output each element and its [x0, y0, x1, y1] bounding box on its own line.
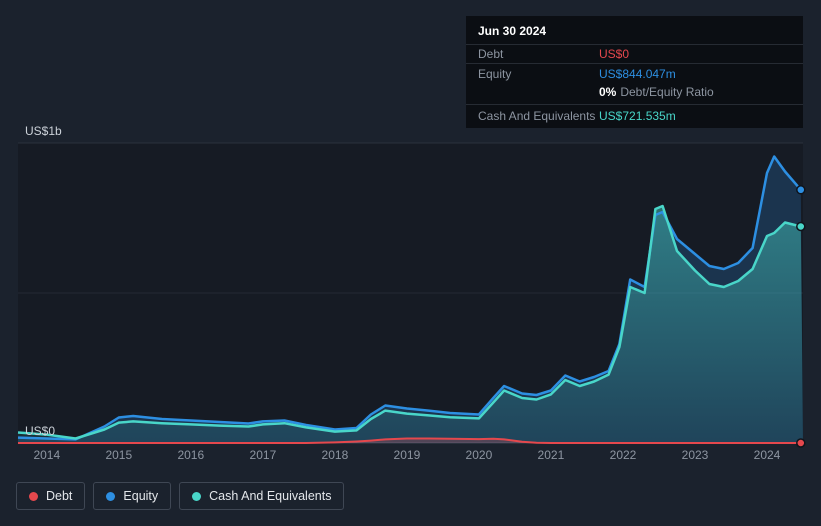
x-tick-label: 2015: [105, 448, 132, 462]
x-tick-label: 2018: [322, 448, 349, 462]
equity-end-dot: [796, 185, 806, 195]
tooltip-ratio-percent: 0%: [599, 85, 617, 99]
x-tick-label: 2022: [610, 448, 637, 462]
debt-area: [18, 438, 803, 443]
equity-line: [17, 155, 802, 441]
cash-and-equivalents-end-dot: [796, 221, 806, 232]
debt-line: [18, 437, 801, 444]
tooltip-equity-label: Equity: [478, 67, 512, 81]
tooltip-equity-row: Equity US$844.047m: [466, 65, 803, 83]
tooltip-debt-row: Debt US$0: [466, 45, 803, 64]
tooltip-debt-label: Debt: [478, 47, 504, 61]
tooltip-date: Jun 30 2024: [466, 16, 803, 45]
tooltip-cash-value: US$721.535m: [599, 109, 676, 123]
tooltip-equity-block: Equity US$844.047m 0% Debt/Equity Ratio: [466, 64, 803, 105]
legend-item-debt[interactable]: Debt: [16, 482, 86, 510]
tooltip-ratio-value: 0% Debt/Equity Ratio: [599, 85, 714, 99]
x-tick-label: 2023: [682, 448, 709, 462]
chart-legend: Debt Equity Cash And Equivalents: [16, 482, 345, 510]
legend-item-equity-label: Equity: [123, 489, 159, 503]
x-tick-label: 2017: [250, 448, 277, 462]
x-tick-label: 2020: [466, 448, 493, 462]
debt-end-dot: [796, 438, 806, 448]
cash-series-dot-icon: [192, 491, 202, 501]
y-axis-label-top: US$1b: [25, 124, 62, 138]
x-tick-label: 2019: [394, 448, 421, 462]
x-tick-label: 2014: [33, 448, 60, 462]
tooltip-ratio-caption: Debt/Equity Ratio: [620, 85, 714, 99]
y-axis-label-zero: US$0: [25, 424, 56, 438]
equity-series-dot-icon: [106, 491, 116, 501]
tooltip-equity-value: US$844.047m: [599, 67, 676, 81]
tooltip-ratio-row: 0% Debt/Equity Ratio: [466, 83, 803, 101]
cash-line: [17, 204, 802, 440]
x-tick-label: 2024: [754, 448, 781, 462]
x-tick-label: 2016: [177, 448, 204, 462]
legend-item-equity[interactable]: Equity: [93, 482, 172, 510]
legend-item-debt-label: Debt: [46, 489, 73, 503]
tooltip-cash-row: Cash And Equivalents US$721.535m: [466, 105, 803, 128]
tooltip-debt-value: US$0: [599, 47, 630, 61]
chart-tooltip: Jun 30 2024 Debt US$0 Equity US$844.047m…: [466, 16, 803, 128]
tooltip-cash-label: Cash And Equivalents: [478, 109, 596, 123]
x-tick-label: 2021: [538, 448, 565, 462]
legend-item-cash-label: Cash And Equivalents: [209, 489, 332, 503]
legend-item-cash[interactable]: Cash And Equivalents: [179, 482, 345, 510]
cash-area: [18, 206, 803, 443]
debt-series-dot-icon: [29, 491, 38, 501]
